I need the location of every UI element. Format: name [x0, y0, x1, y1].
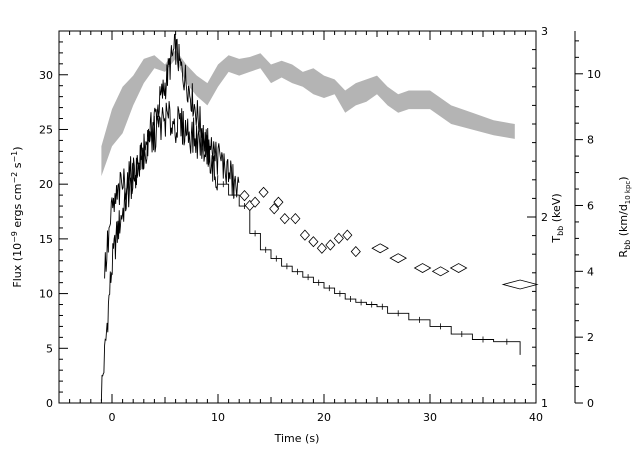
y-tbb-tick-label: 3 — [541, 25, 548, 38]
x-tick-label: 0 — [109, 411, 116, 424]
rbb-label-sub2: 10 kpc — [624, 181, 632, 205]
data-layer — [100, 33, 539, 402]
rbb-diamond — [316, 242, 327, 254]
y-rbb-tick-label: 4 — [587, 265, 594, 278]
y-axis-label-rbb: Rbb (km/d10 kpc) — [617, 176, 632, 257]
rbb-diamond — [290, 213, 301, 225]
y-flux-tick-label: 5 — [46, 342, 53, 355]
rbb-diamond — [250, 196, 261, 208]
x-tick-label: 20 — [317, 411, 331, 424]
x-tick-label: 30 — [423, 411, 437, 424]
rbb-diamond — [501, 279, 539, 290]
y-rbb-tick-label: 6 — [587, 199, 594, 212]
rbb-diamond — [371, 243, 389, 254]
y-tbb-tick-label: 2 — [541, 211, 548, 224]
rbb-label-sub: bb — [623, 240, 632, 250]
flux-curve-decay — [218, 183, 521, 355]
x-tick-label: 40 — [529, 411, 543, 424]
y-tbb-tick-label: 1 — [541, 397, 548, 410]
rbb-diamond — [273, 196, 284, 208]
tbb-label-rest: (keV) — [550, 193, 563, 225]
y-axis-label-tbb: Tbb (keV) — [550, 193, 565, 243]
rbb-label-main: R — [617, 250, 630, 258]
rbb-diamond — [308, 236, 319, 248]
rbb-diamond — [299, 229, 310, 241]
rbb-diamond — [239, 190, 250, 202]
tbb-label-sub: bb — [556, 226, 565, 236]
rbb-label-mid: (km/d — [617, 204, 630, 240]
rbb-diamond — [258, 186, 269, 198]
x-tick-label: 10 — [211, 411, 225, 424]
y-axis-label-flux: Flux (10−9 ergs cm−2 s−1) — [10, 146, 24, 287]
y-rbb-tick-label: 2 — [587, 331, 594, 344]
flux-curve-upper — [104, 101, 240, 279]
x-axis-label: Time (s) — [274, 432, 320, 445]
flux-curve-rise — [100, 33, 219, 402]
rbb-diamond — [279, 213, 290, 225]
tbb-label-main: T — [550, 236, 563, 244]
rbb-diamond — [389, 253, 408, 264]
y-flux-tick-label: 30 — [39, 69, 53, 82]
y-rbb-tick-label: 0 — [587, 397, 594, 410]
y-flux-tick-label: 15 — [39, 233, 53, 246]
rbb-diamond — [333, 232, 344, 244]
rbb-diamond — [350, 245, 361, 258]
rbb-diamond — [325, 239, 336, 251]
tbb-band — [101, 49, 515, 177]
y-flux-tick-label: 25 — [39, 123, 53, 136]
y-rbb-tick-label: 10 — [587, 68, 601, 81]
rbb-diamond — [269, 203, 280, 215]
rbb-diamond — [431, 266, 450, 277]
y-flux-tick-label: 20 — [39, 178, 53, 191]
rbb-label-rest: ) — [617, 176, 630, 180]
y-flux-tick-label: 0 — [46, 397, 53, 410]
rbb-diamond — [342, 229, 353, 241]
y-rbb-tick-label: 8 — [587, 134, 594, 147]
y-flux-tick-label: 10 — [39, 288, 53, 301]
rbb-diamond — [449, 263, 468, 273]
rbb-diamond — [413, 263, 432, 273]
